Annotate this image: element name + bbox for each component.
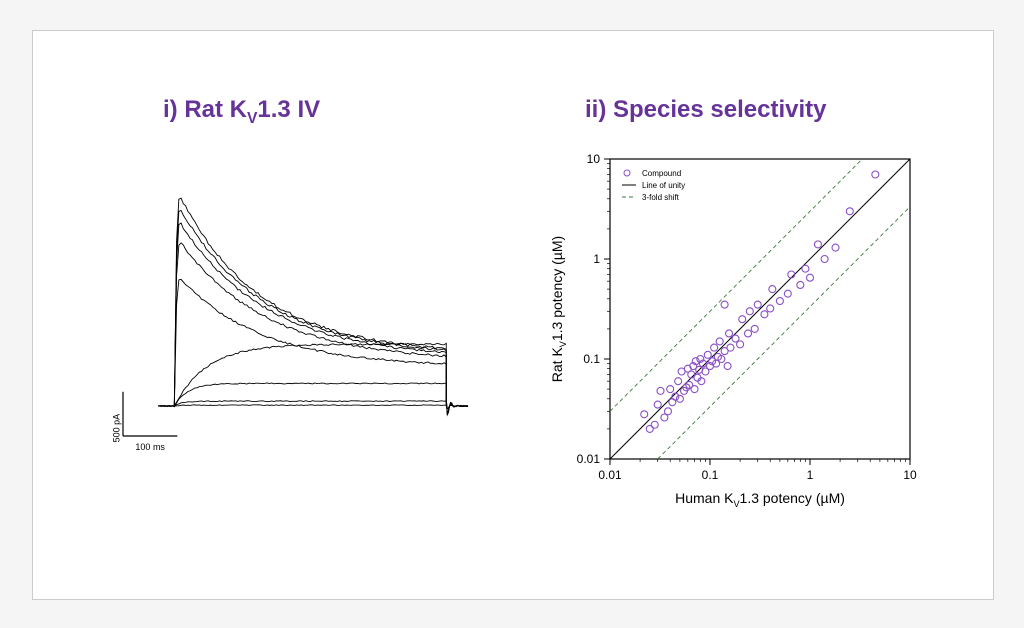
svg-text:1: 1 [807,468,814,482]
svg-text:Human KV1.3 potency (µM): Human KV1.3 potency (µM) [675,490,845,509]
svg-text:1: 1 [593,252,600,266]
svg-text:Rat KV1.3 potency (µM): Rat KV1.3 potency (µM) [549,236,568,382]
title-left-sub: V [247,110,257,127]
trace-svg: 500 pA 100 ms [93,171,473,481]
panel-right-title: ii) Species selectivity [585,96,826,124]
svg-text:Compound: Compound [642,169,681,178]
svg-text:10: 10 [587,152,601,166]
panel-left-title: i) Rat KV1.3 IV [163,96,320,128]
scatter-panel: 0.01 0.01 0.1 0.1 1 1 10 10 Human KV1.3 potency … [538,151,958,531]
svg-text:500 pA: 500 pA [111,414,121,443]
svg-text:0.1: 0.1 [583,352,600,366]
title-left-prefix: i) Rat K [163,96,247,123]
svg-text:Line of unity: Line of unity [642,181,685,190]
svg-text:3-fold shift: 3-fold shift [642,193,680,202]
slide-content: i) Rat KV1.3 IV ii) Species selectivity … [32,30,994,600]
svg-text:10: 10 [903,468,917,482]
trace-panel: 500 pA 100 ms [93,171,473,481]
svg-text:0.1: 0.1 [702,468,719,482]
title-right: ii) Species selectivity [585,96,826,123]
title-left-suffix: 1.3 IV [257,96,320,123]
svg-text:0.01: 0.01 [598,468,622,482]
svg-text:0.01: 0.01 [577,452,601,466]
scatter-svg: 0.01 0.01 0.1 0.1 1 1 10 10 Human KV1.3 potency … [538,151,958,531]
svg-text:100 ms: 100 ms [135,442,165,452]
